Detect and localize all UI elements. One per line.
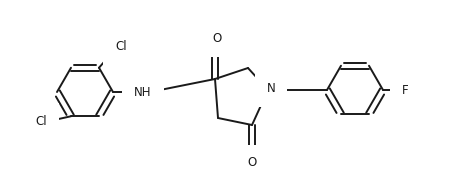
Text: F: F [401,84,408,96]
Text: Cl: Cl [115,40,127,53]
Text: Cl: Cl [35,115,47,128]
Text: NH: NH [134,86,152,98]
Text: O: O [247,157,256,169]
Text: N: N [266,82,275,96]
Text: O: O [212,33,221,46]
